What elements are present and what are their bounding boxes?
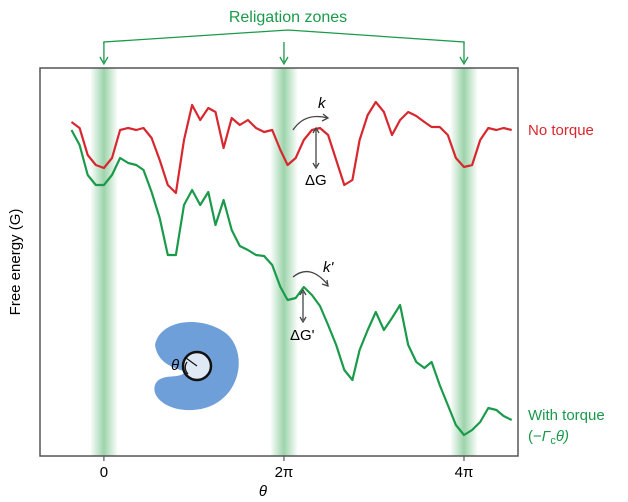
y-axis-label: Free energy (G): [7, 209, 24, 316]
religation-band: [90, 68, 118, 456]
annotation: θ: [171, 357, 179, 374]
annotation: ΔG: [305, 172, 327, 189]
religation-band: [450, 68, 478, 456]
annotation: k: [318, 95, 327, 112]
chart: Religation zones θ Free energy (G) No to…: [0, 0, 628, 502]
inset-icon: [154, 322, 238, 410]
x-tick-label: 0: [100, 464, 108, 481]
religation-band: [270, 68, 298, 456]
zone-bracket: [104, 30, 464, 44]
annotation: ΔG': [290, 327, 315, 344]
chart-title: Religation zones: [229, 9, 347, 26]
x-tick-label: 2π: [275, 464, 294, 481]
x-axis-label: θ: [259, 483, 267, 500]
torque-formula: (−Γcθ): [528, 428, 569, 447]
legend-label: With torque: [528, 407, 605, 424]
annotation-arrows: [293, 114, 328, 322]
x-tick-label: 4π: [455, 464, 474, 481]
annotation: k': [323, 259, 335, 276]
legend-label: No torque: [528, 122, 594, 139]
